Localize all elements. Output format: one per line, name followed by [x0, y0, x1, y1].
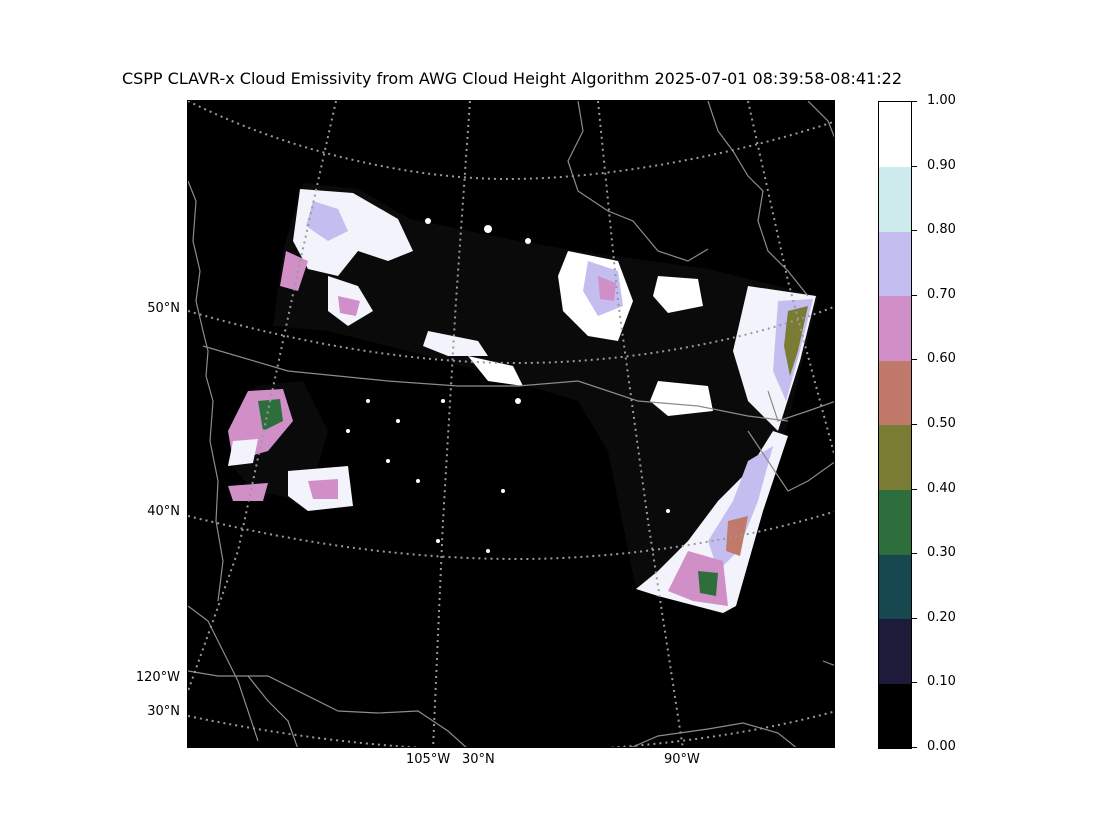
colorbar-tick-label: 0.10 — [927, 674, 956, 690]
colorbar-tick — [911, 294, 917, 296]
colorbar-tick-label: 0.90 — [927, 157, 956, 173]
colorbar-tick-label: 0.30 — [927, 545, 956, 561]
colorbar — [878, 101, 912, 749]
colorbar-tick-label: 0.60 — [927, 351, 956, 367]
cloud-swath — [228, 183, 818, 616]
colorbar-tick — [911, 359, 917, 361]
colorbar-segment — [879, 554, 911, 620]
colorbar-segment — [879, 360, 911, 426]
colorbar-segment — [879, 683, 911, 749]
lat-label-50n: 50°N — [147, 301, 180, 316]
colorbar-tick-label: 0.20 — [927, 609, 956, 625]
colorbar-tick — [911, 101, 917, 102]
colorbar-segment — [879, 231, 911, 297]
colorbar-tick — [911, 747, 917, 748]
colorbar-tick — [911, 424, 917, 425]
lat-label-30n: 30°N — [147, 704, 180, 719]
colorbar-tick-label: 0.50 — [927, 416, 956, 431]
colorbar-tick — [911, 682, 917, 684]
colorbar-segment — [879, 295, 911, 361]
colorbar-segment — [879, 425, 911, 491]
graticule — [188, 101, 834, 747]
colorbar-tick-label: 0.70 — [927, 286, 956, 302]
colorbar-segment — [879, 618, 911, 684]
colorbar-tick-label: 0.00 — [927, 739, 956, 754]
colorbar-segment — [879, 489, 911, 555]
lon-label-105w: 105°W — [406, 752, 451, 767]
colorbar-tick — [911, 617, 917, 619]
colorbar-tick — [911, 230, 917, 232]
colorbar-segment — [879, 102, 911, 168]
lon-label-90w: 90°W — [664, 752, 700, 767]
colorbar-tick-label: 0.40 — [927, 480, 956, 496]
coastlines — [188, 101, 834, 747]
lat-label-30n-bottom: 30°N — [462, 752, 495, 767]
lon-label-120w: 120°W — [135, 670, 180, 685]
colorbar-tick-label: 0.80 — [927, 222, 956, 238]
colorbar-tick-label: 1.00 — [927, 93, 956, 108]
colorbar-segment — [879, 166, 911, 232]
lat-label-40n: 40°N — [147, 504, 180, 519]
map-canvas — [188, 101, 834, 747]
chart-title: CSPP CLAVR-x Cloud Emissivity from AWG C… — [121, 69, 903, 88]
colorbar-tick — [911, 553, 917, 555]
colorbar-tick — [911, 488, 917, 490]
map-panel — [187, 100, 835, 748]
colorbar-tick — [911, 165, 917, 167]
